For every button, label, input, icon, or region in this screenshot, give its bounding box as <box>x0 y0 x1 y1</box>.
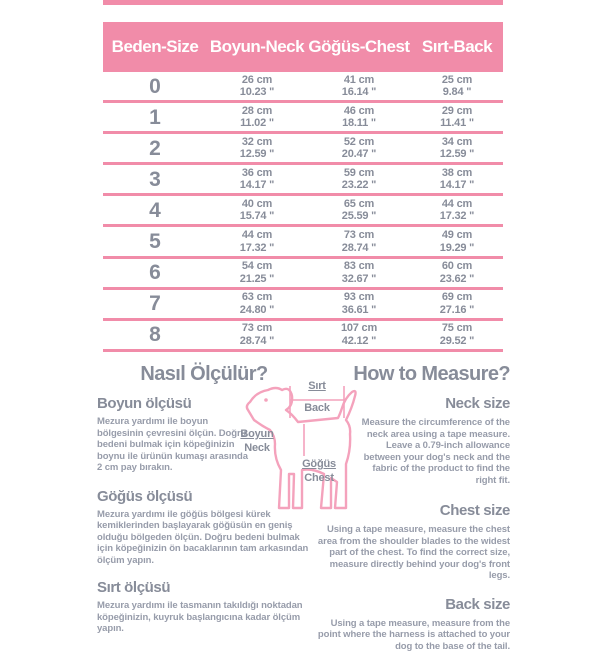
chest-inch: 28.74 " <box>307 242 411 255</box>
neck-inch: 12.59 " <box>207 148 307 161</box>
chest-section-body-en: Using a tape measure, measure the chest … <box>312 524 510 582</box>
size-chart-table: Beden-Size Boyun-Neck Göğüs-Chest Sırt-B… <box>103 0 503 352</box>
size-value: 2 <box>103 138 207 159</box>
diagram-neck-label-en: Neck <box>236 442 278 454</box>
top-divider <box>103 0 503 5</box>
back-cm: 29 cm <box>411 105 503 118</box>
back-cm: 69 cm <box>411 291 503 304</box>
size-value: 4 <box>103 200 207 221</box>
back-inch: 17.32 " <box>411 210 503 223</box>
chest-cm: 59 cm <box>307 167 411 180</box>
dog-measurement-diagram: Sırt Back Boyun Neck Göğüs Chest <box>240 378 368 520</box>
chest-inch: 23.22 " <box>307 179 411 192</box>
neck-cm: 26 cm <box>207 74 307 87</box>
chest-inch: 32.67 " <box>307 273 411 286</box>
chest-cm: 46 cm <box>307 105 411 118</box>
chest-inch: 42.12 " <box>307 335 411 348</box>
neck-inch: 24.80 " <box>207 304 307 317</box>
size-value: 1 <box>103 107 207 128</box>
neck-inch: 14.17 " <box>207 179 307 192</box>
header-beden-size: Beden-Size <box>103 37 207 57</box>
size-value: 5 <box>103 231 207 252</box>
chest-inch: 25.59 " <box>307 210 411 223</box>
neck-cm: 63 cm <box>207 291 307 304</box>
diagram-back-label-tr: Sırt <box>290 380 344 392</box>
back-inch: 19.29 " <box>411 242 503 255</box>
size-value: 8 <box>103 324 207 345</box>
chest-inch: 20.47 " <box>307 148 411 161</box>
size-guide-page: Beden-Size Boyun-Neck Göğüs-Chest Sırt-B… <box>0 0 600 600</box>
back-section-heading-en: Back size <box>312 596 510 613</box>
diagram-neck-label-tr: Boyun <box>236 428 278 440</box>
back-cm: 44 cm <box>411 198 503 211</box>
neck-inch: 11.02 " <box>207 117 307 130</box>
back-inch: 9.84 " <box>411 86 503 99</box>
neck-inch: 15.74 " <box>207 210 307 223</box>
chest-cm: 65 cm <box>307 198 411 211</box>
neck-cm: 40 cm <box>207 198 307 211</box>
neck-cm: 73 cm <box>207 322 307 335</box>
neck-cm: 28 cm <box>207 105 307 118</box>
size-value: 6 <box>103 262 207 283</box>
back-inch: 23.62 " <box>411 273 503 286</box>
back-inch: 11.41 " <box>411 117 503 130</box>
header-boyun-neck: Boyun-Neck <box>207 37 307 57</box>
back-cm: 34 cm <box>411 136 503 149</box>
back-cm: 25 cm <box>411 74 503 87</box>
back-inch: 14.17 " <box>411 179 503 192</box>
back-section-heading-tr: Sırt ölçüsü <box>97 579 311 596</box>
chest-cm: 83 cm <box>307 260 411 273</box>
size-value: 3 <box>103 169 207 190</box>
back-inch: 29.52 " <box>411 335 503 348</box>
back-section-body-tr: Mezura yardımı ile tasmanın takıldığı no… <box>97 600 311 635</box>
header-sirt-back: Sırt-Back <box>411 37 503 57</box>
neck-cm: 36 cm <box>207 167 307 180</box>
chest-inch: 36.61 " <box>307 304 411 317</box>
chest-cm: 52 cm <box>307 136 411 149</box>
back-cm: 38 cm <box>411 167 503 180</box>
back-section-body-en: Using a tape measure, measure from the p… <box>312 618 510 652</box>
neck-cm: 54 cm <box>207 260 307 273</box>
chest-cm: 73 cm <box>307 229 411 242</box>
size-value: 0 <box>103 76 207 97</box>
back-inch: 12.59 " <box>411 148 503 161</box>
chest-cm: 107 cm <box>307 322 411 335</box>
neck-inch: 17.32 " <box>207 242 307 255</box>
header-gogus-chest: Göğüs-Chest <box>307 37 411 57</box>
back-cm: 60 cm <box>411 260 503 273</box>
chest-cm: 41 cm <box>307 74 411 87</box>
diagram-back-label-en: Back <box>290 402 344 414</box>
size-value: 7 <box>103 293 207 314</box>
back-cm: 75 cm <box>411 322 503 335</box>
diagram-chest-label-tr: Göğüs <box>296 458 342 470</box>
diagram-chest-label-en: Chest <box>296 472 342 484</box>
neck-cm: 32 cm <box>207 136 307 149</box>
neck-inch: 28.74 " <box>207 335 307 348</box>
chest-inch: 16.14 " <box>307 86 411 99</box>
back-inch: 27.16 " <box>411 304 503 317</box>
neck-inch: 21.25 " <box>207 273 307 286</box>
dog-eye <box>264 398 268 402</box>
table-header-row: Beden-Size Boyun-Neck Göğüs-Chest Sırt-B… <box>103 22 503 72</box>
chest-inch: 18.11 " <box>307 117 411 130</box>
chest-cm: 93 cm <box>307 291 411 304</box>
neck-section-body-tr: Mezura yardımı ile boyun bölgesinin çevr… <box>97 416 255 474</box>
neck-section-body-en: Measure the circumference of the neck ar… <box>350 417 510 486</box>
neck-cm: 44 cm <box>207 229 307 242</box>
neck-inch: 10.23 " <box>207 86 307 99</box>
back-cm: 49 cm <box>411 229 503 242</box>
